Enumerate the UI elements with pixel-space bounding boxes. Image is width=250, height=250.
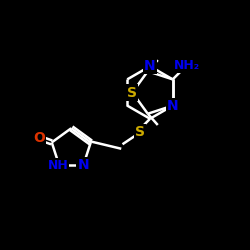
Text: O: O — [33, 131, 45, 145]
Text: S: S — [127, 86, 137, 100]
Text: N: N — [78, 158, 89, 172]
Text: S: S — [135, 126, 145, 140]
Text: N: N — [167, 98, 178, 112]
Text: NH₂: NH₂ — [174, 59, 200, 72]
Text: NH: NH — [48, 159, 68, 172]
Text: N: N — [144, 59, 156, 73]
